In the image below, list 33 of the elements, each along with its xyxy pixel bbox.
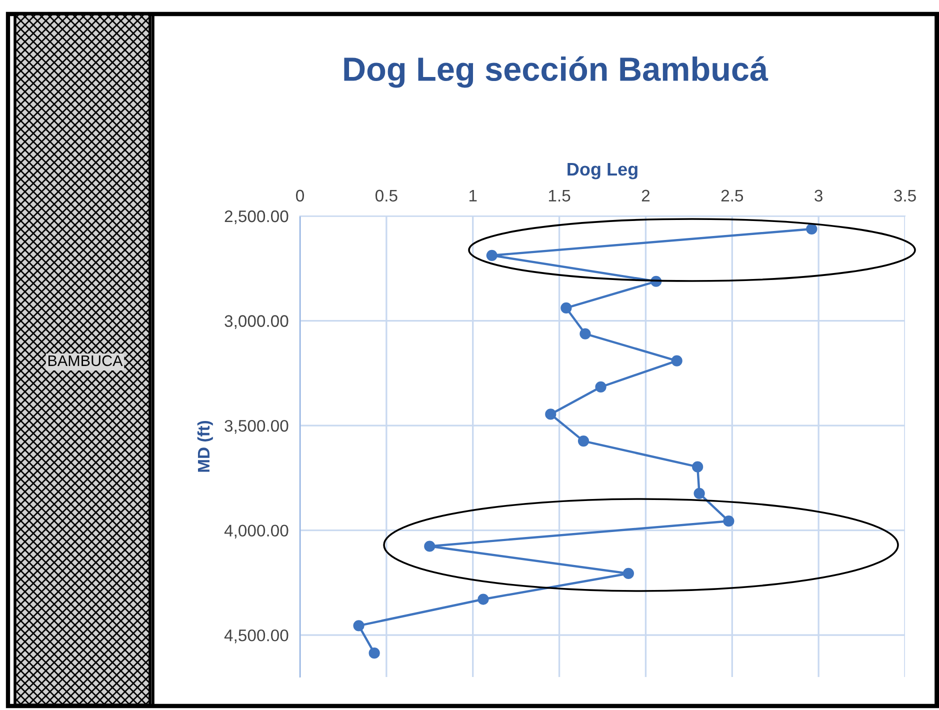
point xyxy=(671,355,682,366)
point xyxy=(723,516,734,527)
x-tick-label: 0.5 xyxy=(375,190,398,202)
y-tick-label: 4,500.00 xyxy=(224,629,288,644)
point xyxy=(368,648,380,659)
x-tick-label: 0 xyxy=(296,190,304,202)
x-tick-label: 1 xyxy=(469,190,477,202)
point xyxy=(424,540,436,552)
point xyxy=(560,302,572,314)
point xyxy=(806,223,818,235)
point xyxy=(595,381,606,393)
text: BAMBUCA xyxy=(48,355,123,366)
point xyxy=(580,328,591,340)
point xyxy=(694,488,705,499)
point xyxy=(545,408,556,420)
x-tick-label: 1.5 xyxy=(548,190,570,202)
point xyxy=(486,250,498,261)
point xyxy=(353,620,364,632)
y-tick-label: 3,500.00 xyxy=(224,420,288,434)
chart-title: Dog Leg sección Bambucá xyxy=(344,56,768,88)
x-tick-label: 2 xyxy=(642,190,650,202)
x-tick-label: 3 xyxy=(814,190,822,202)
y-tick-label: 2,500.00 xyxy=(224,210,288,224)
x-tick-label: 2.5 xyxy=(721,190,744,202)
point xyxy=(578,435,590,447)
x-tick-label: 3.5 xyxy=(894,190,916,202)
y-tick-label: 3,000.00 xyxy=(224,315,288,329)
point xyxy=(478,594,489,605)
y-tick-label: 4,000.00 xyxy=(224,524,288,538)
point xyxy=(622,568,634,580)
point xyxy=(692,461,704,472)
x-axis-title: Dog Leg xyxy=(568,163,638,180)
y-axis-title: MD (ft) xyxy=(197,420,213,472)
